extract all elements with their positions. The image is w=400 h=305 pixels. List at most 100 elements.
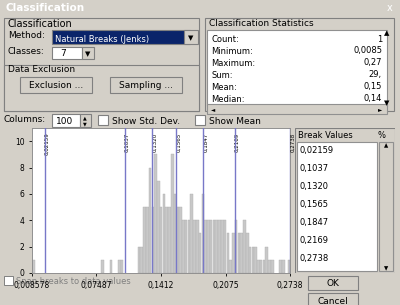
Text: 0,15: 0,15 [364, 82, 382, 92]
Bar [160, 207, 162, 273]
Text: Show Std. Dev.: Show Std. Dev. [112, 117, 180, 125]
Text: Mean:: Mean: [211, 82, 237, 92]
Bar [20, 77, 92, 93]
Bar [207, 220, 210, 273]
Text: ▲: ▲ [384, 143, 388, 149]
Bar [157, 181, 160, 273]
Bar [279, 260, 282, 273]
Bar [268, 260, 271, 273]
Bar [199, 233, 201, 273]
Text: 7: 7 [60, 49, 66, 59]
Bar [168, 207, 171, 273]
Text: ▲: ▲ [83, 116, 87, 120]
Bar [32, 260, 34, 273]
Bar [146, 207, 148, 273]
Text: 0,1037: 0,1037 [124, 132, 130, 152]
Text: Break Values: Break Values [298, 131, 353, 141]
Bar [152, 207, 154, 273]
Text: ▼: ▼ [384, 100, 390, 106]
Bar [213, 220, 215, 273]
Bar [221, 220, 224, 273]
Bar [282, 260, 285, 273]
Bar [174, 194, 176, 273]
Bar [257, 260, 260, 273]
Bar [229, 260, 232, 273]
Text: %: % [377, 131, 385, 141]
Text: 0,2738: 0,2738 [300, 253, 329, 263]
Bar [166, 207, 168, 273]
Bar [246, 233, 248, 273]
Bar [297, 142, 377, 271]
Bar [271, 260, 274, 273]
Text: Show Mean: Show Mean [209, 117, 261, 125]
Text: 29,: 29, [369, 70, 382, 80]
Text: 0,1320: 0,1320 [300, 181, 329, 191]
Text: ◄: ◄ [211, 107, 215, 113]
Bar [138, 247, 140, 273]
Bar [82, 47, 94, 59]
Bar [252, 247, 254, 273]
Text: Method:: Method: [8, 31, 45, 41]
Bar [254, 247, 257, 273]
Text: 0,2738: 0,2738 [290, 132, 295, 152]
Text: Classification: Classification [8, 19, 73, 29]
Bar [4, 65, 199, 111]
Text: Sum:: Sum: [211, 70, 232, 80]
Text: 0,1847: 0,1847 [300, 217, 329, 227]
Text: Snap breaks to data values: Snap breaks to data values [16, 277, 131, 285]
Text: 0,02159: 0,02159 [45, 132, 50, 155]
Text: Data Exclusion: Data Exclusion [8, 66, 75, 74]
Bar [193, 220, 196, 273]
Text: Classes:: Classes: [8, 48, 45, 56]
Bar [249, 247, 251, 273]
Text: 0,2169: 0,2169 [235, 132, 240, 152]
Bar [263, 260, 265, 273]
Text: Classification Statistics: Classification Statistics [209, 20, 314, 28]
Text: 0,1565: 0,1565 [300, 199, 329, 209]
Text: x: x [386, 3, 392, 13]
Bar [4, 18, 199, 111]
Text: Maximum:: Maximum: [211, 59, 255, 67]
Bar [179, 207, 182, 273]
Text: 0,1320: 0,1320 [152, 132, 157, 152]
Bar [196, 220, 198, 273]
Bar [204, 220, 207, 273]
Text: ▼: ▼ [384, 267, 388, 271]
Text: Natural Breaks (Jenks): Natural Breaks (Jenks) [55, 34, 149, 44]
Bar [210, 220, 212, 273]
Bar [195, 115, 205, 125]
Bar [218, 220, 221, 273]
Bar [149, 167, 151, 273]
Text: ►: ► [378, 107, 382, 113]
Bar [238, 233, 240, 273]
Text: 100: 100 [56, 117, 74, 125]
Text: Minimum:: Minimum: [211, 46, 253, 56]
Bar [171, 154, 174, 273]
Bar [176, 207, 179, 273]
Bar [52, 47, 82, 59]
Bar [207, 30, 387, 106]
Bar [190, 194, 193, 273]
Bar [110, 77, 182, 93]
Bar [290, 260, 293, 273]
Bar [163, 194, 165, 273]
Text: 0,14: 0,14 [364, 95, 382, 103]
Bar [288, 260, 290, 273]
Text: Sampling ...: Sampling ... [119, 81, 173, 91]
Bar [226, 233, 229, 273]
Bar [202, 194, 204, 273]
Bar [207, 104, 387, 114]
Bar [80, 114, 91, 127]
Bar [188, 220, 190, 273]
Bar [184, 30, 198, 44]
Bar [266, 247, 268, 273]
Text: Classification: Classification [6, 3, 85, 13]
Text: ▼: ▼ [83, 121, 87, 127]
Bar [308, 276, 358, 290]
Bar [182, 220, 185, 273]
Bar [216, 220, 218, 273]
Text: Columns:: Columns: [4, 116, 46, 124]
Text: 0,1037: 0,1037 [300, 163, 329, 173]
Bar [4, 276, 13, 285]
Text: ▲: ▲ [384, 30, 390, 36]
